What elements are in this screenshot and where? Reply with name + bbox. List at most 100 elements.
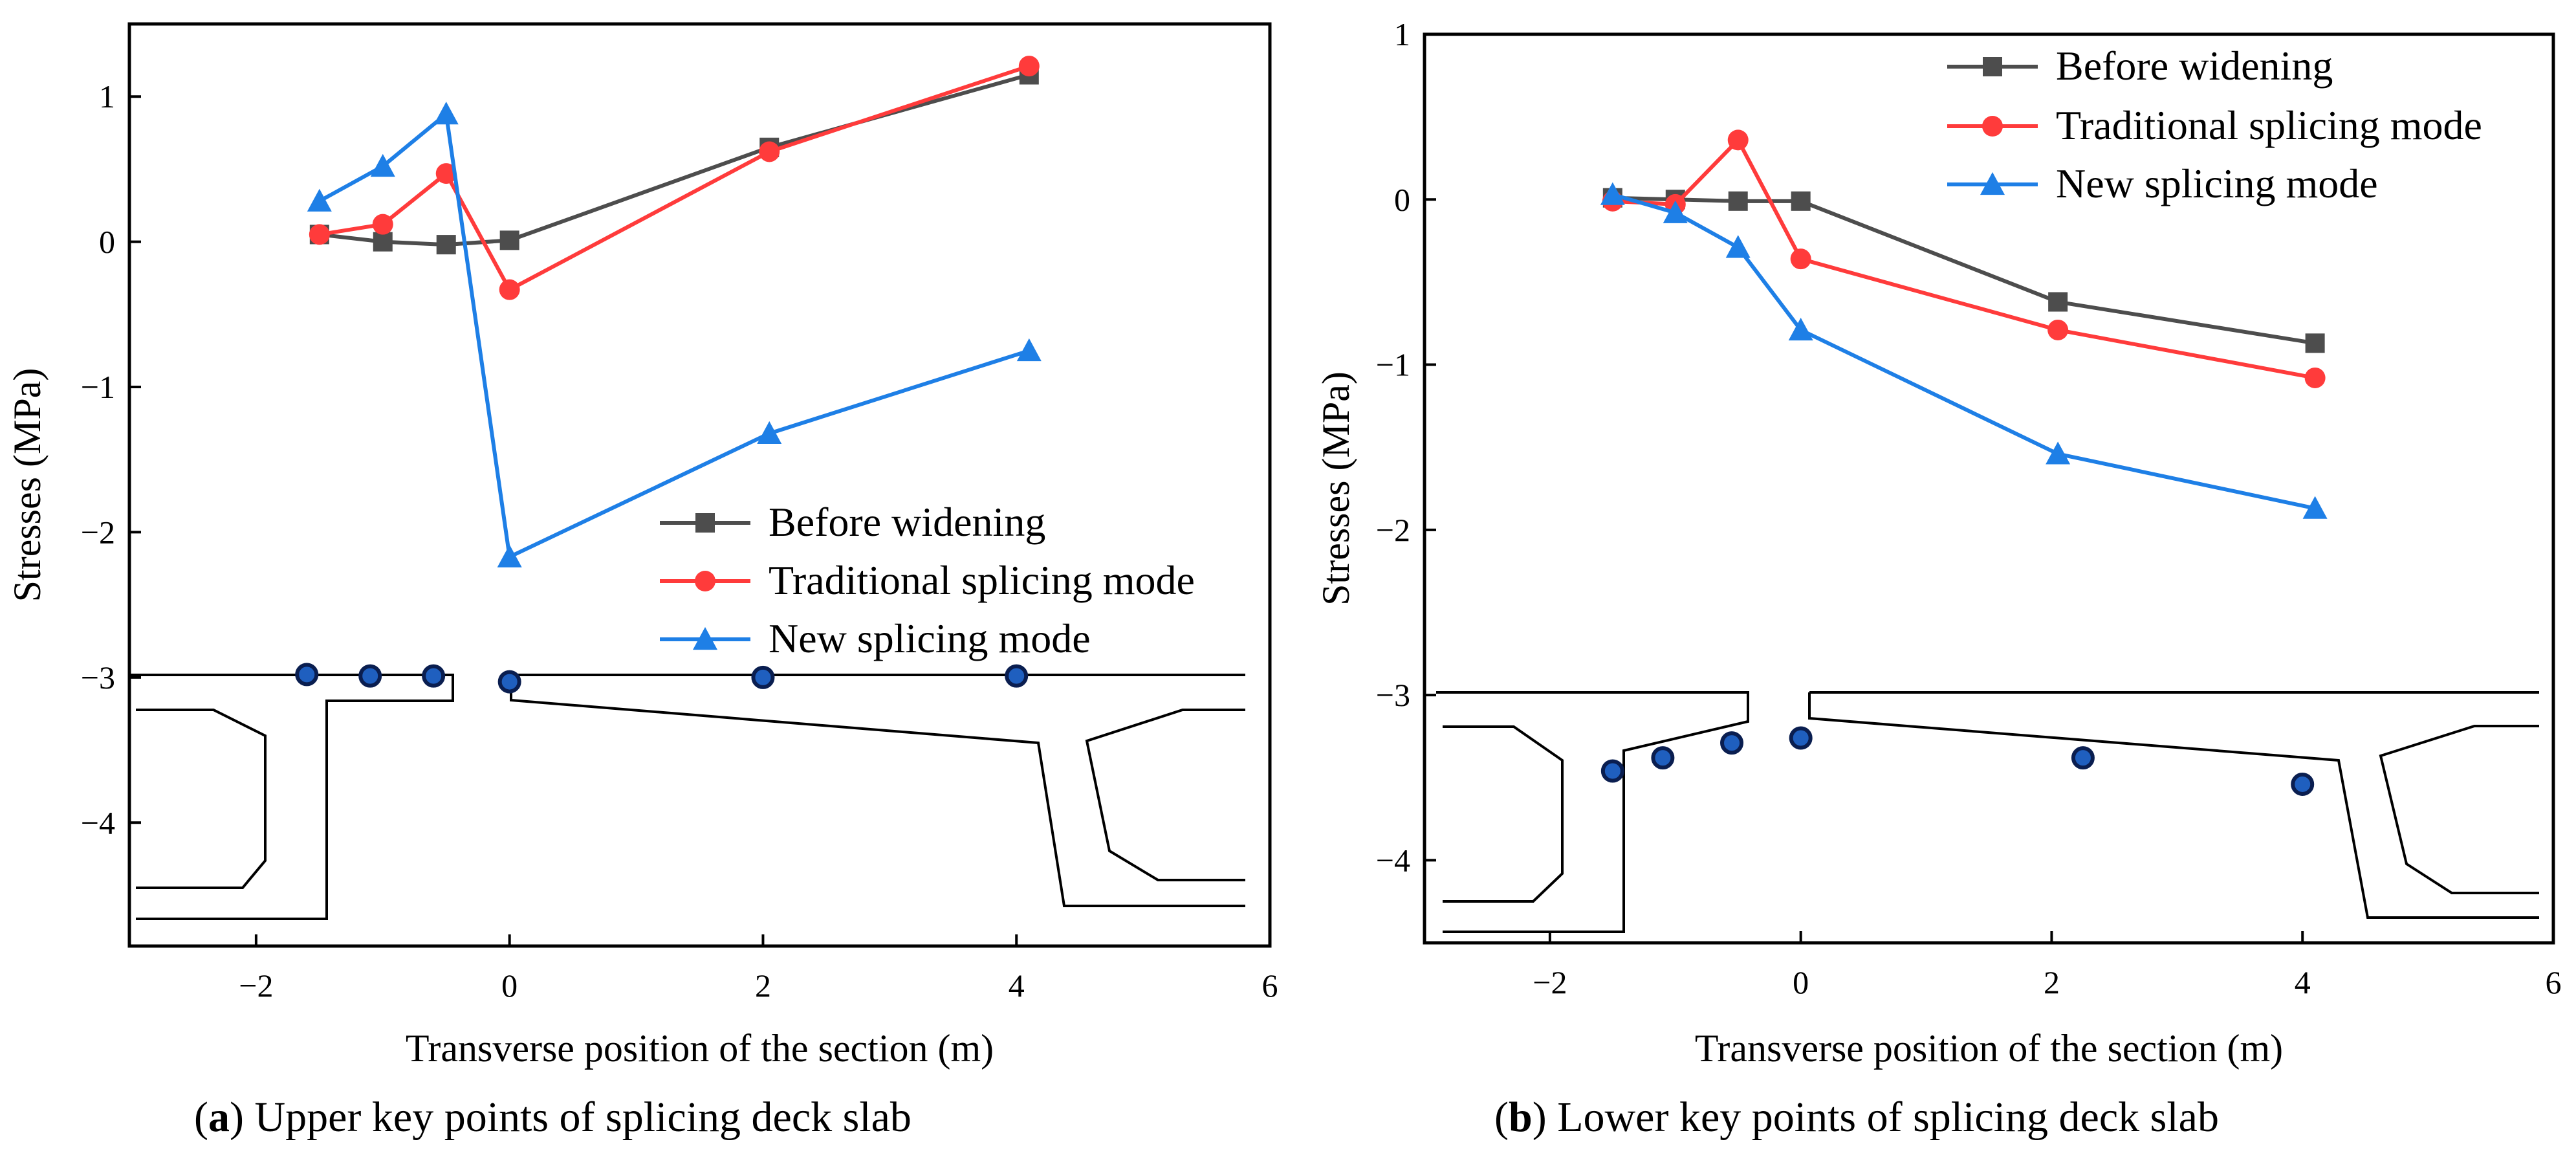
plot-frame — [1423, 32, 2555, 945]
x-axis-title: Transverse position of the section (m) — [406, 1027, 994, 1070]
cross-section-outline — [2379, 725, 2539, 894]
key-point-marker — [422, 664, 446, 688]
data-point — [309, 224, 330, 245]
legend-marker — [695, 571, 715, 591]
y-tick-label: 0 — [1394, 181, 1410, 217]
cross-section-outline — [510, 675, 1245, 907]
key-point-marker — [1005, 664, 1029, 688]
data-point — [499, 279, 520, 300]
y-tick-label: −2 — [1376, 512, 1410, 548]
legend-entry-label: Before widening — [2056, 43, 2333, 89]
y-tick-label: −3 — [81, 659, 115, 696]
data-point — [436, 235, 456, 255]
data-point — [499, 230, 519, 250]
cross-section-outline — [1443, 725, 1564, 903]
data-point — [2304, 367, 2326, 388]
legend: Before widening Traditional splicing mode… — [660, 499, 1195, 661]
y-tick-label: −3 — [1376, 677, 1410, 713]
data-point — [2046, 441, 2071, 465]
legend-marker — [695, 513, 715, 533]
y-tick-label: −1 — [1376, 347, 1410, 383]
legend-entry-label: Traditional splicing mode — [769, 557, 1195, 603]
key-point-marker — [295, 663, 319, 687]
y-tick-label: −4 — [81, 804, 115, 841]
y-tick-label: 1 — [99, 78, 115, 115]
caption-text: Lower key points of splicing deck slab — [1547, 1094, 2219, 1141]
y-axis-title: Stresses (MPa) — [6, 368, 49, 602]
data-point — [2302, 496, 2328, 519]
plot-frame — [127, 22, 1272, 948]
key-point-marker — [1651, 746, 1675, 770]
chart-panel-a: 1 0 −1 −2 −3 −4 −2 0 2 4 6 Transverse position of t… — [6, 22, 1278, 1141]
x-tick-label: 4 — [2295, 964, 2311, 1000]
legend-entry-label: New splicing mode — [769, 615, 1091, 661]
series-line — [318, 112, 1030, 559]
caption-paren-open: ( — [194, 1094, 208, 1141]
key-point-marker — [358, 664, 382, 688]
caption-paren-close: ) — [230, 1094, 244, 1141]
data-point — [1791, 191, 1811, 211]
caption-panel-letter: b — [1509, 1094, 1533, 1141]
x-tick-label: −2 — [1533, 964, 1567, 1000]
x-axis-title: Transverse position of the section (m) — [1695, 1027, 2283, 1070]
cross-section-outline — [1808, 692, 2539, 919]
caption-paren-close: ) — [1533, 1094, 1547, 1141]
x-tick-label: 6 — [2546, 964, 2562, 1000]
chart-panel-b: 1 0 −1 −2 −3 −4 −2 0 2 4 6 Transverse position of t… — [1315, 16, 2562, 1141]
key-point-marker — [497, 670, 521, 694]
x-tick-label: 2 — [2044, 964, 2060, 1000]
data-point — [1725, 235, 1751, 258]
data-point — [372, 214, 393, 235]
key-point-marker — [2291, 772, 2315, 796]
y-tick-label: −1 — [81, 369, 115, 405]
data-point — [2048, 292, 2068, 312]
cross-section-outline — [1436, 691, 1749, 933]
x-tick-label: 2 — [755, 967, 771, 1004]
cross-section-sketch — [129, 674, 1245, 920]
data-point — [1663, 200, 1688, 223]
key-point-marker — [1789, 726, 1813, 750]
series-line — [1611, 192, 2316, 511]
y-axis-title: Stresses (MPa) — [1315, 371, 1357, 606]
legend-marker — [1980, 172, 2005, 195]
caption-panel-letter: a — [208, 1094, 230, 1141]
series-square — [309, 65, 1039, 255]
data-point — [1016, 338, 1042, 362]
data-point — [1728, 191, 1748, 211]
key-point-marker — [751, 665, 775, 689]
cross-section-outline — [136, 709, 267, 889]
data-point — [759, 141, 780, 162]
cross-section-outline — [1085, 709, 1245, 881]
legend-marker — [693, 627, 717, 650]
cross-section-outline — [129, 674, 454, 920]
key-point-marker — [1720, 731, 1744, 755]
data-point — [1018, 56, 1040, 77]
data-point — [307, 188, 332, 212]
series-circle — [309, 56, 1040, 300]
series-triangle — [1600, 182, 2328, 519]
series-line — [319, 72, 1030, 247]
data-point — [433, 102, 459, 125]
series-square — [1602, 188, 2325, 353]
y-tick-label: 0 — [99, 224, 115, 260]
legend-marker — [1982, 116, 2003, 137]
data-point — [497, 544, 522, 567]
y-tick-label: 1 — [1394, 16, 1410, 52]
y-tick-label: −4 — [1376, 842, 1410, 878]
legend: Before widening Traditional splicing mode… — [1947, 43, 2482, 206]
data-point — [1727, 129, 1749, 151]
data-point — [2305, 333, 2325, 353]
panel-caption: (a) Upper key points of splicing deck sl… — [194, 1094, 911, 1141]
legend-entry-label: Before widening — [769, 499, 1045, 545]
caption-text: Upper key points of splicing deck slab — [244, 1094, 911, 1141]
series-triangle — [307, 102, 1042, 567]
legend-entry-label: New splicing mode — [2056, 160, 2378, 206]
x-tick-label: 0 — [1793, 964, 1809, 1000]
cross-section-sketch — [1436, 691, 2539, 933]
series-line — [319, 64, 1030, 292]
panel-caption: (b) Lower key points of splicing deck sl… — [1494, 1094, 2219, 1141]
data-point — [373, 232, 393, 252]
series-line — [1612, 138, 2316, 380]
x-tick-label: 0 — [501, 967, 518, 1004]
